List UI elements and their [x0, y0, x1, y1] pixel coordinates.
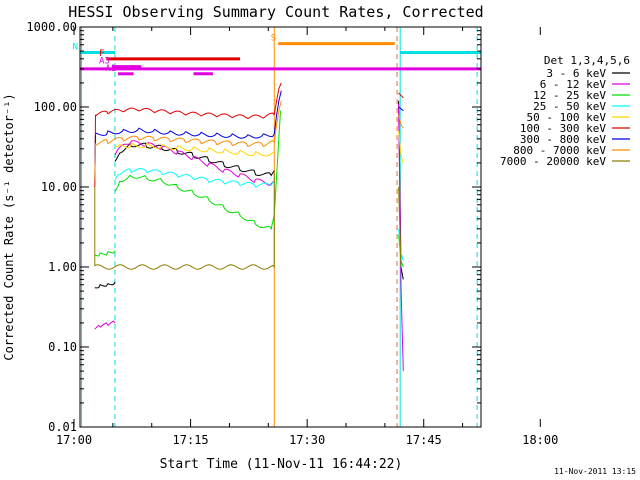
plot-frame — [79, 26, 482, 428]
series-line-7-2 — [273, 100, 282, 143]
legend-item-1: 6 - 12 keV — [540, 78, 607, 91]
x-axis-label: Start Time (11-Nov-11 16:44:22) — [160, 457, 403, 472]
series-line-5-3 — [398, 92, 404, 99]
chart-title: HESSI Observing Summary Count Rates, Cor… — [68, 3, 483, 21]
y-axis: 1000.00 100.00 10.00 1.00 0.10 0.01 — [26, 20, 481, 434]
y-tick-label-3: 1.00 — [48, 260, 77, 274]
series-line-0-0 — [94, 281, 116, 289]
flag-label-1: S — [271, 34, 276, 44]
series-line-3-0 — [114, 167, 275, 188]
series-line-2-1 — [114, 174, 275, 231]
series-line-5-1 — [95, 107, 275, 120]
y-tick-label-2: 10.00 — [41, 180, 77, 194]
series-line-1-1 — [114, 140, 275, 187]
series-line-8-0 — [94, 172, 275, 270]
series-line-4-0 — [114, 142, 275, 157]
x-tick-label-4: 17:45 — [406, 433, 442, 447]
series-line-7-1 — [95, 135, 275, 148]
legend-item-4: 50 - 100 keV — [527, 111, 607, 124]
legend-item-2: 12 - 25 keV — [533, 89, 606, 102]
x-tick-label-3: 17:30 — [289, 433, 325, 447]
series-line-1-0 — [94, 320, 116, 330]
series-line-5-2 — [273, 82, 282, 115]
footer-timestamp: 11-Nov-2011 13:15 — [554, 467, 636, 476]
series-line-0-1 — [114, 142, 275, 177]
legend-item-0: 3 - 6 keV — [546, 67, 606, 80]
series-line-6-2 — [273, 90, 282, 135]
y-tick-label-0: 1000.00 — [26, 20, 77, 34]
x-tick-label-5: 18:00 — [522, 433, 558, 447]
y-tick-label-4: 0.10 — [48, 340, 77, 354]
x-tick-label-1: 17:00 — [56, 433, 92, 447]
series-line-6-3 — [398, 106, 404, 112]
y-tick-label-5: 0.01 — [48, 420, 77, 434]
y-tick-label-1: 100.00 — [34, 100, 77, 114]
x-tick-label-2: 17:15 — [173, 433, 209, 447]
flag-label-2: F — [99, 49, 104, 59]
series-line-6-1 — [95, 127, 275, 139]
legend-item-7: 800 - 7000 keV — [513, 144, 606, 157]
flag-label-0: N — [73, 43, 78, 53]
legend-item-8: 7000 - 20000 keV — [500, 155, 606, 168]
series-line-7-3 — [398, 114, 404, 129]
legend-item-5: 100 - 300 keV — [520, 122, 606, 135]
legend-item-6: 300 - 800 keV — [520, 133, 606, 146]
y-axis-label: Corrected Count Rate (s⁻¹ detector⁻¹) — [2, 93, 16, 360]
legend-item-3: 25 - 50 keV — [533, 100, 606, 113]
legend-title: Det 1,3,4,5,6 — [544, 54, 630, 67]
series-line-4-1 — [398, 131, 404, 164]
series-line-7-0 — [94, 143, 96, 181]
series-line-1-2 — [398, 103, 404, 372]
flag-label-3: A3 — [99, 57, 110, 67]
series-line-2-0 — [94, 250, 116, 257]
series-line-2-2 — [273, 110, 281, 215]
x-tick-label-6: 18:15 — [639, 433, 640, 447]
series-line-8-1 — [398, 186, 402, 268]
plot-area: NSFA3A1 — [73, 27, 481, 427]
